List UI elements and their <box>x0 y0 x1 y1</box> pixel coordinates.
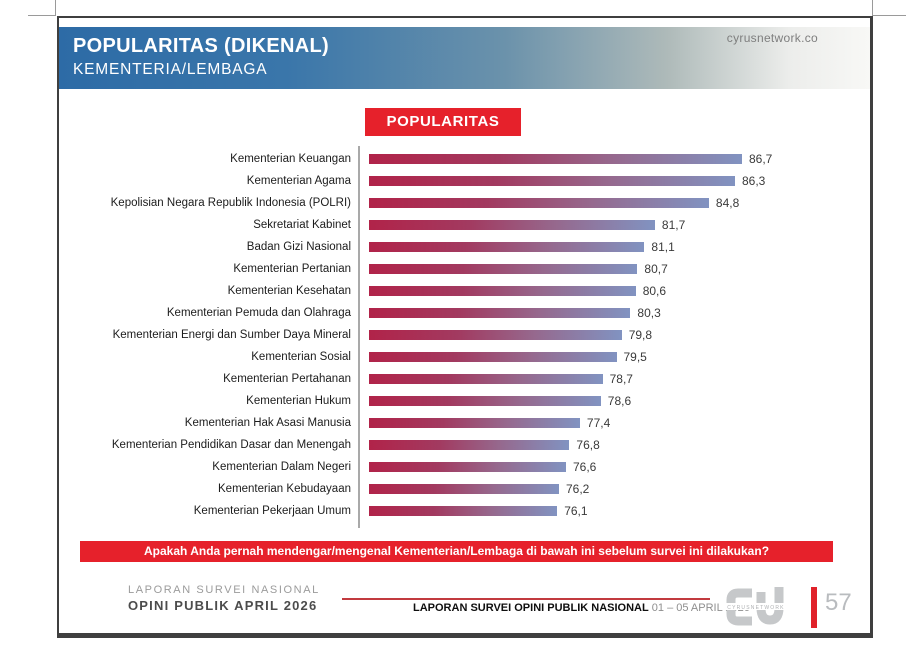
footer-center-text: LAPORAN SURVEI OPINI PUBLIK NASIONAL 01 … <box>413 602 750 614</box>
category-label: Kementerian Hukum <box>246 395 351 407</box>
chart-row: Kementerian Pendidikan Dasar dan Menenga… <box>59 434 849 456</box>
footer-report-line1: LAPORAN SURVEI NASIONAL <box>128 584 320 596</box>
bar <box>369 506 558 516</box>
chart-row: Kementerian Keuangan 86,7 <box>59 148 849 170</box>
value-label: 77,4 <box>586 416 611 430</box>
value-label: 76,1 <box>564 504 588 518</box>
value-label: 86,3 <box>742 174 766 188</box>
chart-row: Kementerian Pertanian 80,7 <box>59 258 849 280</box>
chart-axis-line <box>358 146 360 528</box>
bar <box>369 330 622 340</box>
page-number: 57 <box>825 589 852 616</box>
value-label: 79,5 <box>623 350 647 364</box>
chart-row: Kepolisian Negara Republik Indonesia (PO… <box>59 192 849 214</box>
bar <box>369 198 709 208</box>
bar <box>369 220 655 230</box>
value-label: 86,7 <box>749 152 773 166</box>
footer-report-line2: OPINI PUBLIK APRIL 2026 <box>128 598 318 613</box>
chart-row: Kementerian Kesehatan 80,6 <box>59 280 849 302</box>
crop-mark-top-right-horizontal <box>872 15 906 16</box>
value-label: 79,8 <box>628 328 653 342</box>
footer-red-divider <box>342 598 710 600</box>
category-label: Kementerian Kebudayaan <box>218 483 351 495</box>
chart-row: Kementerian Hak Asasi Manusia 77,4 <box>59 412 849 434</box>
value-label: 78,7 <box>609 372 633 386</box>
bar <box>369 154 742 164</box>
page-title: POPULARITAS (DIKENAL) <box>73 35 329 57</box>
bar <box>369 374 603 384</box>
page-subtitle: KEMENTERIA/LEMBAGA <box>73 61 268 78</box>
value-label: 76,8 <box>576 438 600 452</box>
chart-row: Badan Gizi Nasional 81,1 <box>59 236 849 258</box>
watermark-url: cyrusnetwork.co <box>726 31 818 45</box>
survey-question-banner: Apakah Anda pernah mendengar/mengenal Ke… <box>80 541 833 562</box>
bar <box>369 396 601 406</box>
footer-report-title: LAPORAN SURVEI OPINI PUBLIK NASIONAL <box>413 602 649 614</box>
value-label: 84,8 <box>715 196 740 210</box>
value-label: 80,7 <box>644 262 668 276</box>
bar <box>369 176 735 186</box>
chart-row: Kementerian Pertahanan 78,7 <box>59 368 849 390</box>
chart-row: Sekretariat Kabinet 81,7 <box>59 214 849 236</box>
chart-rows: Kementerian Keuangan 86,7 Kementerian Ag… <box>59 148 849 522</box>
slide-card: POPULARITAS (DIKENAL) KEMENTERIA/LEMBAGA… <box>57 16 873 638</box>
chart-row: Kementerian Dalam Negeri 76,6 <box>59 456 849 478</box>
value-label: 80,6 <box>642 284 667 298</box>
category-label: Kementerian Hak Asasi Manusia <box>184 417 351 429</box>
bar <box>369 484 559 494</box>
bar <box>369 440 570 450</box>
category-label: Kepolisian Negara Republik Indonesia (PO… <box>110 197 351 209</box>
chart-row: Kementerian Energi dan Sumber Daya Miner… <box>59 324 849 346</box>
category-label: Kementerian Pertanian <box>233 263 351 275</box>
crop-mark-top-left-vertical <box>55 0 56 16</box>
bar <box>369 308 631 318</box>
category-label: Kementerian Pemuda dan Olahraga <box>166 307 351 319</box>
chart-row: Kementerian Sosial 79,5 <box>59 346 849 368</box>
category-label: Kementerian Kesehatan <box>227 285 351 297</box>
bar <box>369 352 617 362</box>
category-label: Sekretariat Kabinet <box>253 219 351 231</box>
footer-left-block: LAPORAN SURVEI NASIONAL OPINI PUBLIK APR… <box>128 584 320 613</box>
bar <box>369 264 638 274</box>
category-label: Kementerian Dalam Negeri <box>212 461 351 473</box>
category-label: Kementerian Energi dan Sumber Daya Miner… <box>112 329 351 341</box>
category-label: Kementerian Pendidikan Dasar dan Menenga… <box>111 439 351 451</box>
category-label: Kementerian Agama <box>246 175 351 187</box>
category-label: Kementerian Pertahanan <box>223 373 351 385</box>
category-label: Badan Gizi Nasional <box>246 241 351 253</box>
category-label: Kementerian Sosial <box>251 351 351 363</box>
crop-mark-top-right-vertical <box>872 0 873 16</box>
cyrusnetwork-logo-icon: CYRUSNETWORK <box>725 587 787 626</box>
header-banner: POPULARITAS (DIKENAL) KEMENTERIA/LEMBAGA <box>59 27 870 89</box>
chart-title-badge: POPULARITAS <box>365 108 521 136</box>
value-label: 80,3 <box>637 306 661 320</box>
chart-row: Kementerian Pemuda dan Olahraga 80,3 <box>59 302 849 324</box>
value-label: 81,7 <box>661 218 686 232</box>
category-label: Kementerian Keuangan <box>230 153 351 165</box>
value-label: 76,6 <box>573 460 597 474</box>
value-label: 76,2 <box>566 482 590 496</box>
bar <box>369 462 566 472</box>
chart-row: Kementerian Hukum 78,6 <box>59 390 849 412</box>
crop-mark-top-left-horizontal <box>28 15 56 16</box>
value-label: 81,1 <box>651 240 675 254</box>
chart-row: Kementerian Kebudayaan 76,2 <box>59 478 849 500</box>
category-label: Kementerian Pekerjaan Umum <box>193 505 351 517</box>
chart-row: Kementerian Agama 86,3 <box>59 170 849 192</box>
value-label: 78,6 <box>607 394 632 408</box>
logo-text: CYRUSNETWORK <box>727 605 784 611</box>
footer-red-bar <box>811 587 817 628</box>
bar <box>369 286 636 296</box>
chart-row: Kementerian Pekerjaan Umum 76,1 <box>59 500 849 522</box>
bar <box>369 418 580 428</box>
bar <box>369 242 645 252</box>
